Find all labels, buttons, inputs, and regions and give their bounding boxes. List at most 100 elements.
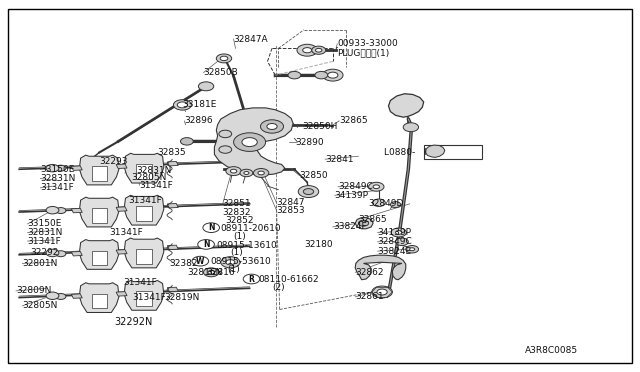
- Polygon shape: [79, 283, 119, 312]
- Text: 32382: 32382: [170, 259, 198, 268]
- Circle shape: [258, 171, 264, 175]
- Text: 31341F: 31341F: [109, 228, 143, 237]
- Text: 32853: 32853: [276, 206, 305, 215]
- Circle shape: [303, 189, 314, 195]
- Circle shape: [96, 292, 106, 298]
- Circle shape: [377, 289, 387, 295]
- Polygon shape: [92, 251, 107, 265]
- Polygon shape: [124, 238, 164, 268]
- Polygon shape: [92, 208, 107, 223]
- Circle shape: [56, 294, 66, 299]
- Circle shape: [372, 286, 392, 298]
- Text: 32862: 32862: [355, 268, 384, 277]
- Text: 32849D: 32849D: [368, 199, 403, 208]
- Polygon shape: [71, 294, 83, 298]
- Polygon shape: [116, 250, 127, 254]
- Text: 33181E: 33181E: [182, 100, 217, 109]
- Circle shape: [180, 138, 193, 145]
- Text: 32850: 32850: [300, 171, 328, 180]
- Circle shape: [312, 46, 326, 54]
- Circle shape: [46, 206, 59, 214]
- Text: 33150E: 33150E: [28, 219, 62, 228]
- Text: 31341F: 31341F: [132, 293, 166, 302]
- Polygon shape: [136, 164, 152, 179]
- Circle shape: [372, 199, 385, 206]
- Text: 32805N: 32805N: [22, 301, 58, 310]
- Circle shape: [192, 256, 209, 266]
- Polygon shape: [71, 208, 83, 213]
- Text: 33824F: 33824F: [333, 222, 367, 231]
- Text: 32851: 32851: [223, 199, 252, 208]
- Circle shape: [403, 123, 419, 132]
- Circle shape: [240, 169, 253, 177]
- Polygon shape: [124, 280, 164, 310]
- Polygon shape: [355, 255, 406, 280]
- Text: 31341F: 31341F: [140, 181, 173, 190]
- Text: 32293: 32293: [99, 157, 128, 166]
- Circle shape: [230, 169, 237, 173]
- Circle shape: [56, 208, 66, 214]
- Circle shape: [406, 246, 419, 253]
- Circle shape: [137, 162, 147, 168]
- Circle shape: [203, 223, 220, 232]
- Polygon shape: [116, 207, 127, 211]
- Circle shape: [177, 102, 188, 108]
- Polygon shape: [426, 145, 445, 157]
- Circle shape: [208, 270, 214, 274]
- Text: 32852: 32852: [225, 216, 254, 225]
- Circle shape: [316, 48, 322, 52]
- Polygon shape: [136, 292, 152, 306]
- Text: 32819N: 32819N: [164, 293, 200, 302]
- Polygon shape: [136, 206, 152, 221]
- Text: 32816: 32816: [206, 268, 235, 277]
- Polygon shape: [167, 161, 179, 166]
- Circle shape: [253, 169, 269, 177]
- Polygon shape: [167, 245, 179, 250]
- Text: 31341F: 31341F: [124, 278, 157, 287]
- Polygon shape: [116, 164, 127, 169]
- Text: 32809N: 32809N: [16, 286, 51, 295]
- Text: 31341F: 31341F: [28, 237, 61, 246]
- Text: 31341F: 31341F: [128, 196, 162, 205]
- Polygon shape: [136, 249, 152, 264]
- Text: L0880-   I: L0880- I: [384, 148, 426, 157]
- Circle shape: [323, 69, 343, 81]
- Circle shape: [410, 248, 415, 251]
- Circle shape: [216, 54, 232, 63]
- Circle shape: [46, 164, 59, 172]
- Text: (1): (1): [227, 265, 240, 274]
- Circle shape: [391, 228, 406, 237]
- Polygon shape: [92, 294, 107, 308]
- Text: 32180: 32180: [305, 240, 333, 249]
- Text: 31341F: 31341F: [40, 183, 74, 192]
- Circle shape: [219, 146, 232, 153]
- Text: 32865: 32865: [358, 215, 387, 224]
- Text: 08915-13610: 08915-13610: [216, 241, 277, 250]
- Circle shape: [46, 249, 59, 257]
- Circle shape: [315, 71, 328, 79]
- Bar: [424, 145, 482, 159]
- Circle shape: [369, 182, 384, 191]
- Polygon shape: [124, 153, 164, 183]
- Circle shape: [204, 268, 219, 277]
- Text: R: R: [248, 275, 255, 283]
- Text: 32831N: 32831N: [136, 166, 172, 174]
- Text: 34139P: 34139P: [378, 228, 412, 237]
- Text: A3R8C0085: A3R8C0085: [525, 346, 578, 355]
- Polygon shape: [92, 166, 107, 181]
- Text: 33824E: 33824E: [378, 247, 412, 256]
- Circle shape: [234, 133, 266, 151]
- Circle shape: [137, 205, 147, 211]
- Text: 32831N: 32831N: [28, 228, 63, 237]
- Polygon shape: [116, 292, 127, 296]
- Text: 32847A: 32847A: [234, 35, 268, 44]
- Circle shape: [137, 290, 147, 296]
- Circle shape: [260, 120, 284, 133]
- Circle shape: [358, 220, 369, 226]
- Text: 32832: 32832: [223, 208, 252, 217]
- Text: (2): (2): [272, 283, 285, 292]
- Polygon shape: [388, 94, 424, 117]
- Circle shape: [56, 165, 66, 171]
- Text: 08911-20610: 08911-20610: [221, 224, 282, 233]
- Text: 32801N: 32801N: [22, 259, 58, 268]
